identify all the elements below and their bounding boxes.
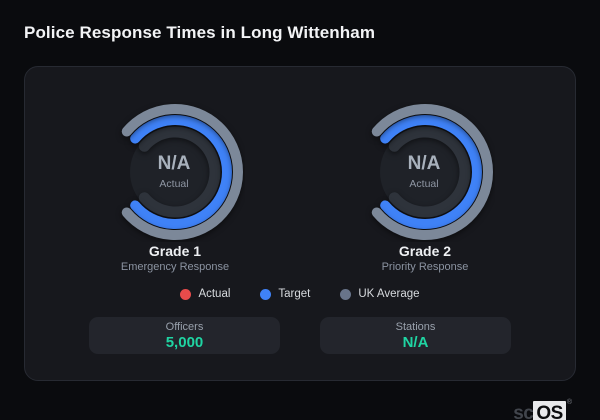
page-title: Police Response Times in Long Wittenham	[24, 23, 376, 42]
legend-dot-uk-average	[340, 288, 352, 300]
gauge-grade-1: N/A Actual Grade 1 Emergency Response	[75, 102, 275, 273]
gauge-title: Grade 2	[398, 243, 452, 259]
scos-logo-box: OS	[533, 401, 566, 420]
chart-legend: Actual Target UK Average	[25, 288, 575, 300]
gauge-chart-grade-1: N/A Actual	[121, 104, 243, 240]
gauge-uk-average-arc	[371, 104, 493, 240]
gauge-inner-disc	[380, 127, 470, 217]
gauge-subtitle: Emergency Response	[120, 261, 230, 273]
legend-item-actual[interactable]: Actual	[180, 288, 230, 300]
scos-logo-prefix: sc	[513, 403, 534, 420]
gauge-value-label: Actual	[409, 178, 438, 190]
stat-box-officers: Officers 5,000	[89, 317, 280, 354]
stats-row: Officers 5,000 Stations N/A	[25, 317, 575, 354]
gauge-actual-track-arc	[138, 126, 221, 218]
gauge-target-arc	[130, 115, 232, 229]
gauge-title: Grade 1	[148, 243, 202, 259]
gauge-target-arc	[380, 115, 482, 229]
legend-item-uk-average[interactable]: UK Average	[340, 288, 420, 300]
response-times-card: N/A Actual Grade 1 Emergency Response N/…	[24, 66, 576, 381]
registered-trademark-icon: ®	[566, 399, 572, 406]
stat-box-stations: Stations N/A	[320, 317, 511, 354]
gauge-value: N/A	[408, 153, 441, 174]
gauge-value-label: Actual	[159, 178, 188, 190]
gauge-uk-average-arc	[121, 104, 243, 240]
stat-label: Stations	[395, 320, 436, 333]
legend-dot-actual	[180, 288, 192, 300]
gauge-actual-track-arc	[388, 126, 471, 218]
gauge-grade-2: N/A Actual Grade 2 Priority Response	[325, 102, 525, 273]
gauges-row: N/A Actual Grade 1 Emergency Response N/…	[25, 102, 575, 273]
gauge-inner-disc	[130, 127, 220, 217]
gauge-subtitle: Priority Response	[381, 261, 469, 273]
scos-logo: sc OS ®	[513, 399, 572, 420]
legend-item-target[interactable]: Target	[260, 288, 310, 300]
stat-value: N/A	[402, 333, 429, 351]
legend-label: UK Average	[358, 288, 420, 300]
stat-label: Officers	[165, 320, 204, 333]
gauge-value: N/A	[158, 153, 191, 174]
gauge-chart-grade-2: N/A Actual	[371, 104, 493, 240]
legend-label: Target	[278, 288, 311, 300]
legend-dot-target	[260, 288, 272, 300]
stat-value: 5,000	[165, 333, 204, 351]
legend-label: Actual	[198, 288, 231, 300]
